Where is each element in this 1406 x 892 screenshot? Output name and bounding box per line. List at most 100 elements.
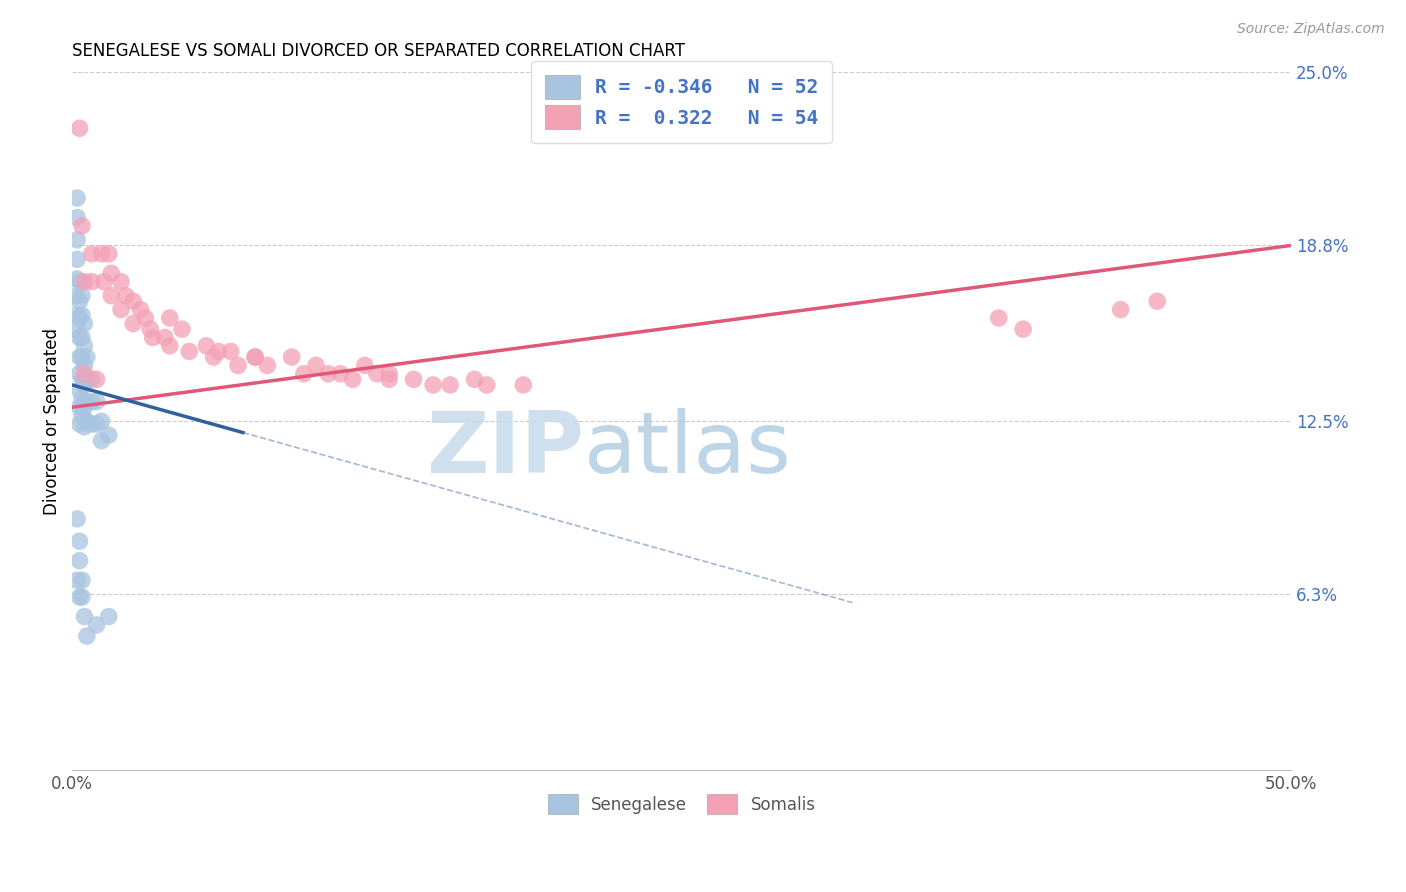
Point	[73, 419, 96, 434]
Point	[353, 359, 375, 373]
Point	[97, 609, 120, 624]
Point	[66, 252, 89, 267]
Point	[66, 211, 89, 225]
Point	[73, 359, 96, 373]
Point	[69, 590, 91, 604]
Point	[439, 378, 461, 392]
Point	[256, 359, 278, 373]
Point	[69, 367, 91, 381]
Point	[66, 233, 89, 247]
Point	[70, 574, 93, 588]
Point	[70, 308, 93, 322]
Point	[73, 609, 96, 624]
Point	[170, 322, 193, 336]
Point	[70, 288, 93, 302]
Point	[110, 275, 132, 289]
Point	[66, 574, 89, 588]
Point	[134, 310, 156, 325]
Point	[122, 317, 145, 331]
Point	[142, 330, 165, 344]
Point	[86, 618, 108, 632]
Point	[69, 384, 91, 398]
Point	[69, 330, 91, 344]
Point	[110, 302, 132, 317]
Point	[97, 247, 120, 261]
Point	[70, 409, 93, 423]
Point	[90, 247, 112, 261]
Text: Source: ZipAtlas.com: Source: ZipAtlas.com	[1237, 22, 1385, 37]
Point	[316, 367, 339, 381]
Point	[66, 288, 89, 302]
Legend: Senegalese, Somalis: Senegalese, Somalis	[538, 784, 825, 824]
Point	[475, 378, 498, 392]
Text: atlas: atlas	[585, 408, 792, 491]
Point	[66, 512, 89, 526]
Point	[80, 417, 103, 431]
Point	[305, 359, 328, 373]
Point	[280, 350, 302, 364]
Point	[70, 330, 93, 344]
Point	[219, 344, 242, 359]
Point	[69, 401, 91, 415]
Point	[70, 350, 93, 364]
Point	[73, 401, 96, 415]
Point	[422, 378, 444, 392]
Point	[73, 339, 96, 353]
Point	[80, 247, 103, 261]
Point	[73, 275, 96, 289]
Point	[987, 310, 1010, 325]
Text: ZIP: ZIP	[426, 408, 585, 491]
Point	[76, 394, 98, 409]
Point	[329, 367, 352, 381]
Point	[70, 590, 93, 604]
Point	[378, 367, 401, 381]
Point	[73, 317, 96, 331]
Point	[159, 310, 181, 325]
Point	[69, 294, 91, 309]
Point	[73, 367, 96, 381]
Point	[66, 322, 89, 336]
Point	[70, 392, 93, 406]
Point	[97, 428, 120, 442]
Point	[76, 372, 98, 386]
Point	[66, 272, 89, 286]
Point	[80, 372, 103, 386]
Point	[76, 629, 98, 643]
Point	[100, 266, 122, 280]
Point	[378, 372, 401, 386]
Point	[512, 378, 534, 392]
Point	[1109, 302, 1132, 317]
Point	[69, 554, 91, 568]
Point	[80, 275, 103, 289]
Point	[292, 367, 315, 381]
Point	[207, 344, 229, 359]
Point	[179, 344, 201, 359]
Point	[342, 372, 364, 386]
Point	[243, 350, 266, 364]
Point	[1146, 294, 1168, 309]
Point	[93, 275, 115, 289]
Point	[129, 302, 152, 317]
Point	[115, 288, 138, 302]
Point	[86, 417, 108, 431]
Point	[86, 394, 108, 409]
Point	[243, 350, 266, 364]
Point	[202, 350, 225, 364]
Point	[70, 219, 93, 233]
Point	[69, 417, 91, 431]
Point	[69, 121, 91, 136]
Point	[226, 359, 249, 373]
Y-axis label: Divorced or Separated: Divorced or Separated	[44, 327, 60, 515]
Point	[66, 308, 89, 322]
Point	[159, 339, 181, 353]
Text: SENEGALESE VS SOMALI DIVORCED OR SEPARATED CORRELATION CHART: SENEGALESE VS SOMALI DIVORCED OR SEPARAT…	[72, 42, 685, 60]
Point	[69, 350, 91, 364]
Point	[366, 367, 388, 381]
Point	[80, 394, 103, 409]
Point	[90, 434, 112, 448]
Point	[139, 322, 162, 336]
Point	[86, 372, 108, 386]
Point	[73, 378, 96, 392]
Point	[195, 339, 218, 353]
Point	[402, 372, 425, 386]
